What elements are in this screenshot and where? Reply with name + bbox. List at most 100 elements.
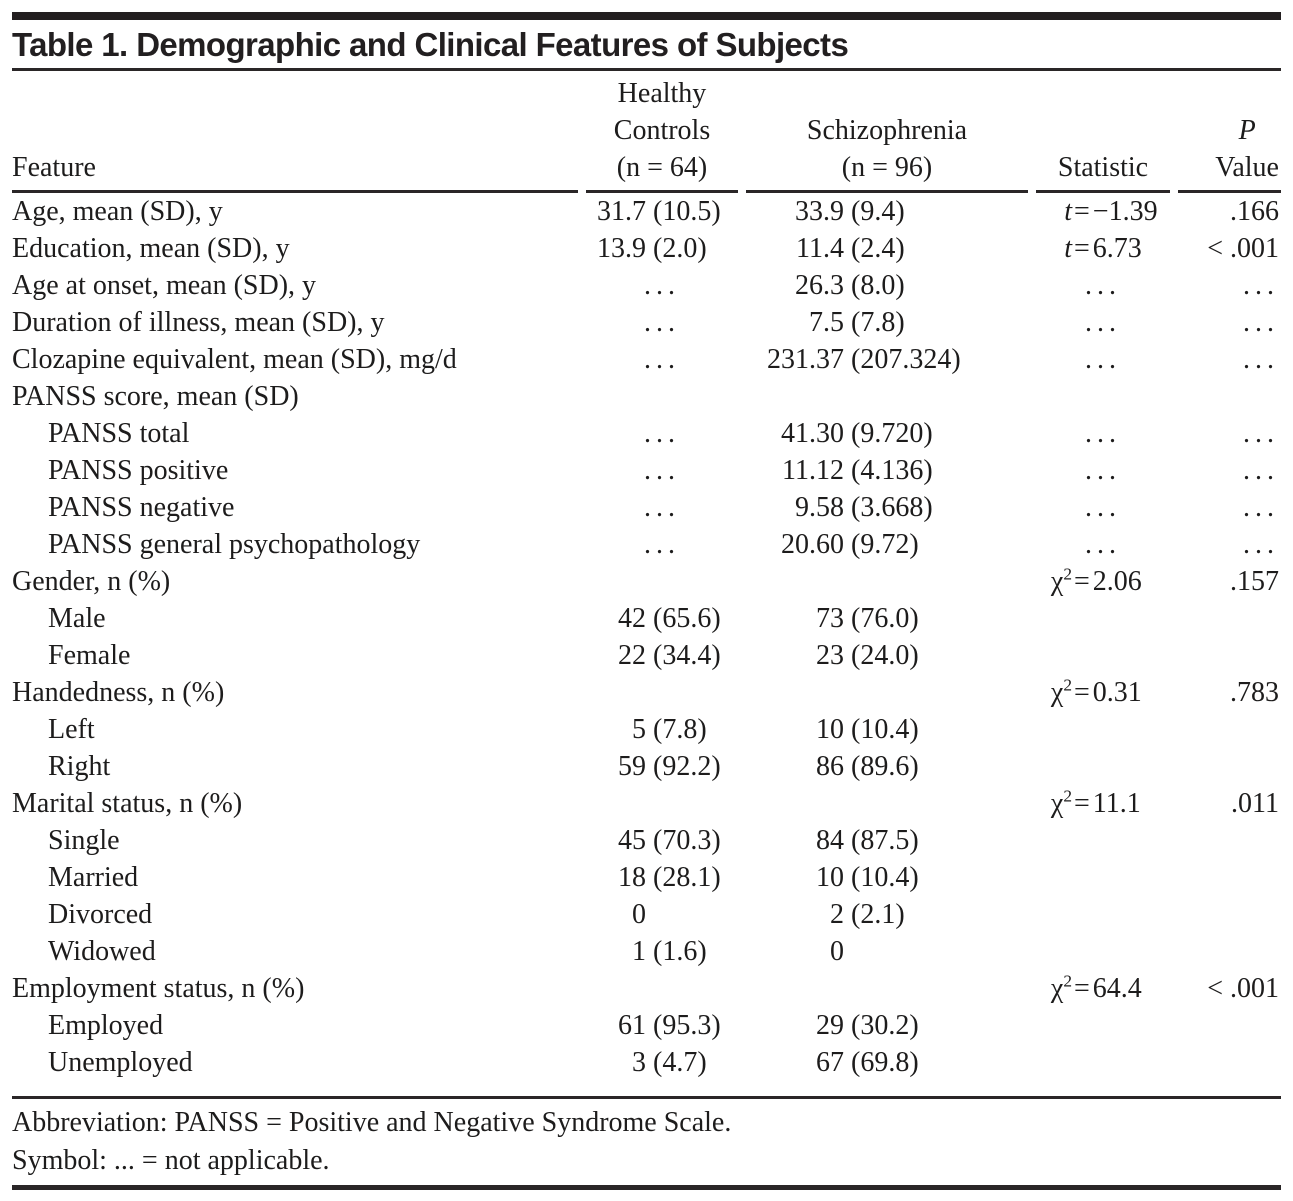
value-sd: (89.6) (851, 751, 919, 782)
value-sd: (2.0) (653, 233, 707, 264)
schizophrenia-line: Schizophrenia (806, 115, 968, 146)
statistic-cell: ... (1036, 489, 1170, 526)
schizophrenia-cell: 33.9 (9.4) (746, 193, 1028, 230)
column-header-statistic: Statistic (1036, 149, 1170, 193)
value-sd: (4.136) (851, 455, 933, 486)
value-number: 41.30 (781, 418, 844, 449)
schizophrenia-cell: 0 (746, 933, 1028, 970)
statistic-symbol: χ2 (1050, 675, 1072, 708)
not-applicable-dots: ... (644, 418, 680, 449)
statistic-value: 0.31 (1092, 677, 1142, 708)
symbol-note: Symbol: ... = not applicable. (12, 1145, 330, 1176)
table-row: Age at onset, mean (SD), y ... 26.3 (8.0)… (12, 267, 1281, 304)
statistic-value: 6.73 (1092, 233, 1142, 264)
value-sd: (1.6) (653, 936, 707, 967)
healthy-controls-cell: 13.9 (2.0) (586, 230, 738, 267)
table-body: Age, mean (SD), y 31.7 (10.5) 33.9 (9.4) t… (12, 193, 1281, 1081)
statistic-symbol: χ2 (1050, 786, 1072, 819)
healthy-controls-cell: 61 (95.3) (586, 1007, 738, 1044)
footer-rule (12, 1096, 1281, 1099)
value-sd: (9.720) (851, 418, 933, 449)
value-number: 0 (632, 899, 646, 930)
value-number: 61 (618, 1010, 646, 1041)
table-row: Gender, n (%) χ2 = 2.06 .157 (12, 563, 1281, 600)
bottom-rule (12, 1185, 1281, 1190)
healthy-controls-cell: 59 (92.2) (586, 748, 738, 785)
schizophrenia-cell: 23 (24.0) (746, 637, 1028, 674)
healthy-controls-cell: ... (586, 526, 738, 563)
p-value-cell: ... (1178, 341, 1281, 378)
feature-cell: PANSS general psychopathology (48, 529, 421, 560)
healthy-controls-cell: 42 (65.6) (586, 600, 738, 637)
not-applicable-dots: ... (1243, 455, 1279, 486)
schizophrenia-cell: 41.30 (9.720) (746, 415, 1028, 452)
value-number: 31.7 (597, 196, 646, 227)
statistic-cell: ... (1036, 304, 1170, 341)
statistic-symbol: t (1064, 233, 1072, 264)
schizophrenia-cell: 26.3 (8.0) (746, 267, 1028, 304)
value-number: 18 (618, 862, 646, 893)
not-applicable-dots: ... (1085, 270, 1121, 301)
not-applicable-dots: ... (644, 307, 680, 338)
table-row: PANSS total ... 41.30 (9.720) ... ... (12, 415, 1281, 452)
table-row: Marital status, n (%) χ2 = 11.1 .011 (12, 785, 1281, 822)
statistic-value: −1.39 (1092, 196, 1158, 227)
value-sd: (7.8) (851, 307, 905, 338)
value-number: 1 (632, 936, 646, 967)
not-applicable-dots: ... (1243, 344, 1279, 375)
schizophrenia-cell: 29 (30.2) (746, 1007, 1028, 1044)
p-value-header-lines: P Value (1215, 112, 1281, 186)
value-sd: (34.4) (653, 640, 721, 671)
value-sd: (76.0) (851, 603, 919, 634)
table-title: Table 1. Demographic and Clinical Featur… (12, 26, 849, 63)
table-row: Widowed 1 (1.6) 0 (12, 933, 1281, 970)
healthy-controls-cell: 18 (28.1) (586, 859, 738, 896)
table-row: Education, mean (SD), y 13.9 (2.0) 11.4 (2… (12, 230, 1281, 267)
schizophrenia-cell: 11.12 (4.136) (746, 452, 1028, 489)
value-sd: (10.5) (653, 196, 721, 227)
table-row: Married 18 (28.1) 10 (10.4) (12, 859, 1281, 896)
schizophrenia-cell: 86 (89.6) (746, 748, 1028, 785)
healthy-controls-cell: ... (586, 341, 738, 378)
value-number: 10 (816, 714, 844, 745)
feature-cell: PANSS positive (48, 455, 229, 486)
feature-cell: Gender, n (%) (12, 566, 171, 597)
value-sd: (65.6) (653, 603, 721, 634)
value-number: 33.9 (795, 196, 844, 227)
equals-sign: = (1074, 566, 1090, 597)
p-value-cell: < .001 (1207, 973, 1279, 1004)
value-line: Value (1215, 152, 1279, 183)
value-number: 59 (618, 751, 646, 782)
table-row: Age, mean (SD), y 31.7 (10.5) 33.9 (9.4) t… (12, 193, 1281, 230)
value-sd: (207.324) (851, 344, 961, 375)
statistic-cell: ... (1036, 452, 1170, 489)
value-sd: (8.0) (851, 270, 905, 301)
table-row: Single 45 (70.3) 84 (87.5) (12, 822, 1281, 859)
not-applicable-dots: ... (1085, 529, 1121, 560)
healthy-controls-cell: ... (586, 304, 738, 341)
table-row: Right 59 (92.2) 86 (89.6) (12, 748, 1281, 785)
value-sd: (28.1) (653, 862, 721, 893)
table-row: Employed 61 (95.3) 29 (30.2) (12, 1007, 1281, 1044)
p-value-cell: ... (1178, 452, 1281, 489)
feature-cell: PANSS negative (48, 492, 235, 523)
value-sd: (95.3) (653, 1010, 721, 1041)
equals-sign: = (1074, 196, 1090, 227)
healthy-controls-cell: ... (586, 489, 738, 526)
table-header-row: Feature Healthy Controls (n = 64) Schizo… (12, 71, 1281, 193)
schizophrenia-cell: 20.60 (9.72) (746, 526, 1028, 563)
column-header-p-value: P Value (1178, 112, 1281, 193)
value-number: 11.12 (782, 455, 844, 486)
feature-cell: Left (48, 714, 95, 745)
value-sd: (70.3) (653, 825, 721, 856)
equals-sign: = (1074, 233, 1090, 264)
column-header-schizophrenia: Schizophrenia (n = 96) (746, 112, 1028, 193)
feature-cell: Single (48, 825, 120, 856)
equals-sign: = (1074, 973, 1090, 1004)
statistic-symbol: χ2 (1050, 971, 1072, 1004)
value-sd: (7.8) (653, 714, 707, 745)
statistic-cell: ... (1036, 526, 1170, 563)
schizophrenia-cell: 84 (87.5) (746, 822, 1028, 859)
p-line: P (1238, 115, 1256, 146)
not-applicable-dots: ... (644, 455, 680, 486)
